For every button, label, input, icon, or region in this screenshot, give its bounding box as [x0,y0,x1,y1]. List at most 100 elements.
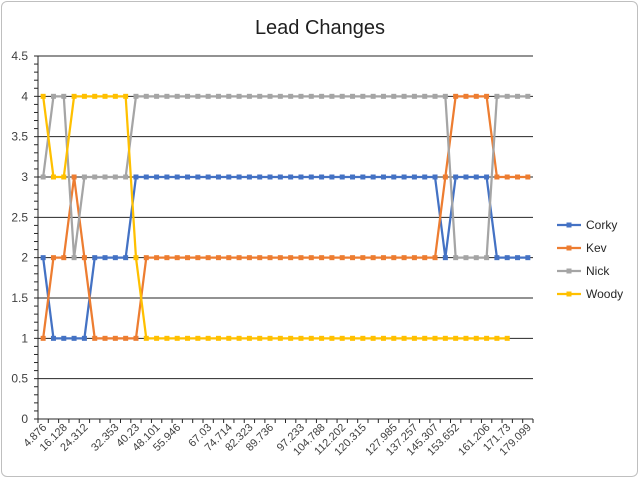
data-point [515,174,521,180]
data-point [319,174,325,180]
data-point [319,335,325,341]
data-point [185,335,191,341]
data-point [463,335,469,341]
data-point [504,255,510,261]
data-point [432,255,438,261]
data-point [473,255,479,261]
data-point [391,335,397,341]
data-point [350,93,356,99]
legend-item-corky: Corky [557,218,617,232]
data-point [246,255,252,261]
data-point [71,93,77,99]
y-tick-label: 0 [21,412,28,426]
legend-label: Nick [586,264,610,278]
legend-swatch-marker [566,268,572,274]
y-tick-label: 2 [21,251,28,265]
data-point [71,335,77,341]
series-lines [40,93,531,341]
data-point [92,93,98,99]
data-point [277,174,283,180]
data-point [411,174,417,180]
data-point [360,93,366,99]
data-point [112,255,118,261]
data-point [61,335,67,341]
data-point [350,255,356,261]
data-point [174,93,180,99]
data-point [195,174,201,180]
data-point [226,174,232,180]
data-point [226,335,232,341]
data-point [40,255,46,261]
series-corky [40,174,531,341]
data-point [81,93,87,99]
data-point [411,335,417,341]
series-nick [40,93,531,261]
data-point [154,255,160,261]
legend-item-kev: Kev [557,241,607,255]
legend-label: Kev [586,241,607,255]
data-point [329,174,335,180]
data-point [174,174,180,180]
data-point [308,174,314,180]
data-point [71,174,77,180]
y-tick-label: 4 [21,89,28,103]
data-point [504,335,510,341]
data-point [185,255,191,261]
series-line-woody [42,95,508,340]
data-point [504,93,510,99]
data-point [195,335,201,341]
axes [34,55,534,423]
data-point [515,93,521,99]
data-point [267,93,273,99]
data-point [411,93,417,99]
data-point [484,255,490,261]
data-point [298,255,304,261]
legend-swatch-marker [566,245,572,251]
data-point [473,93,479,99]
data-point [329,335,335,341]
data-point [236,174,242,180]
data-point [308,93,314,99]
data-point [504,174,510,180]
legend-label: Corky [586,218,617,232]
data-point [339,174,345,180]
data-point [422,255,428,261]
data-point [226,255,232,261]
data-point [484,93,490,99]
data-point [288,335,294,341]
data-point [246,93,252,99]
data-point [50,255,56,261]
data-point [401,335,407,341]
data-point [205,174,211,180]
data-point [112,93,118,99]
data-point [112,335,118,341]
data-point [442,93,448,99]
data-point [494,335,500,341]
data-point [174,335,180,341]
data-point [185,174,191,180]
gridlines [38,55,533,380]
data-point [422,335,428,341]
data-point [288,93,294,99]
data-point [442,255,448,261]
data-point [205,255,211,261]
data-point [133,335,139,341]
data-point [92,255,98,261]
data-point [494,255,500,261]
y-tick-label: 2.5 [11,210,28,224]
data-point [411,255,417,261]
data-point [442,174,448,180]
data-point [380,335,386,341]
data-point [494,93,500,99]
data-point [370,255,376,261]
data-point [277,335,283,341]
data-point [61,255,67,261]
data-point [133,174,139,180]
data-point [164,255,170,261]
data-point [453,174,459,180]
data-point [102,255,108,261]
data-point [370,93,376,99]
data-point [257,93,263,99]
data-point [453,255,459,261]
